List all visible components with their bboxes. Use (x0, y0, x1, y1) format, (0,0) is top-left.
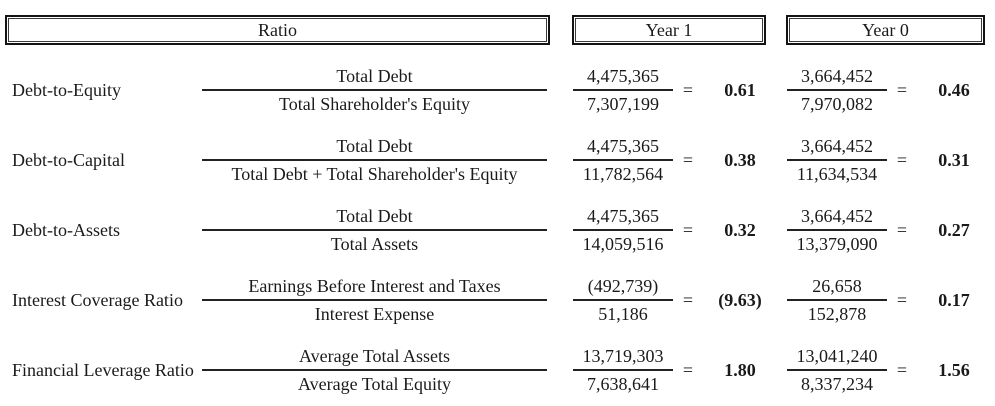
ratio-label: Debt-to-Equity (12, 79, 121, 100)
year1-calc: 4,475,365 11,782,564 = 0.38 (573, 136, 775, 184)
formula-numerator: Earnings Before Interest and Taxes (202, 276, 547, 301)
formula-denominator: Interest Expense (314, 304, 435, 324)
fraction-denominator: 7,970,082 (801, 94, 873, 114)
equals-sign: = (682, 79, 694, 100)
result-value: 0.17 (938, 289, 970, 310)
fraction-numerator: 3,664,452 (787, 136, 887, 161)
table-header-row: Ratio Year 1 Year 0 (0, 0, 995, 45)
year1-fraction: 4,475,365 7,307,199 (573, 66, 673, 114)
year0-fraction: 13,041,240 8,337,234 (787, 346, 887, 394)
equals-sign: = (682, 219, 694, 240)
result-value: 0.38 (724, 149, 756, 170)
table-row: Financial Leverage Ratio Average Total A… (0, 335, 995, 405)
equals-sign: = (682, 149, 694, 170)
formula-numerator: Total Debt (202, 136, 547, 161)
formula-denominator: Total Shareholder's Equity (279, 94, 470, 114)
year1-calc: 13,719,303 7,638,641 = 1.80 (573, 346, 775, 394)
fraction-denominator: 14,059,516 (582, 234, 664, 254)
year1-fraction: (492,739) 51,186 (573, 276, 673, 324)
year1-header-box: Year 1 (572, 15, 766, 45)
ratio-label: Interest Coverage Ratio (12, 289, 183, 310)
equals-sign: = (896, 359, 908, 380)
year1-calc: (492,739) 51,186 = (9.63) (573, 276, 775, 324)
fraction-numerator: 13,719,303 (573, 346, 673, 371)
fraction-denominator: 11,782,564 (582, 164, 664, 184)
ratio-label: Debt-to-Capital (12, 149, 125, 170)
result-value: 0.31 (938, 149, 970, 170)
fraction-numerator: 4,475,365 (573, 136, 673, 161)
equals-sign: = (682, 289, 694, 310)
formula-fraction: Total Debt Total Shareholder's Equity (202, 66, 547, 114)
year0-calc: 3,664,452 7,970,082 = 0.46 (787, 66, 989, 114)
result-value: 0.61 (724, 79, 756, 100)
ratio-label: Financial Leverage Ratio (12, 359, 194, 380)
formula-fraction: Total Debt Total Debt + Total Shareholde… (202, 136, 547, 184)
year0-header-label: Year 0 (789, 18, 982, 42)
year0-fraction: 3,664,452 13,379,090 (787, 206, 887, 254)
ratio-header-box: Ratio (5, 15, 550, 45)
equals-sign: = (682, 359, 694, 380)
year1-fraction: 4,475,365 11,782,564 (573, 136, 673, 184)
equals-sign: = (896, 289, 908, 310)
fraction-denominator: 7,307,199 (587, 94, 659, 114)
table-row: Debt-to-Assets Total Debt Total Assets 4… (0, 195, 995, 265)
equals-sign: = (896, 149, 908, 170)
year0-fraction: 3,664,452 11,634,534 (787, 136, 887, 184)
year0-calc: 3,664,452 13,379,090 = 0.27 (787, 206, 989, 254)
formula-fraction: Total Debt Total Assets (202, 206, 547, 254)
equals-sign: = (896, 79, 908, 100)
result-value: 0.32 (724, 219, 756, 240)
formula-denominator: Total Debt + Total Shareholder's Equity (231, 164, 518, 184)
formula-fraction: Earnings Before Interest and Taxes Inter… (202, 276, 547, 324)
fraction-numerator: 13,041,240 (787, 346, 887, 371)
year0-fraction: 26,658 152,878 (787, 276, 887, 324)
fraction-numerator: 3,664,452 (787, 206, 887, 231)
fraction-numerator: 3,664,452 (787, 66, 887, 91)
result-value: 0.46 (938, 79, 970, 100)
year0-calc: 3,664,452 11,634,534 = 0.31 (787, 136, 989, 184)
fraction-numerator: 4,475,365 (573, 66, 673, 91)
formula-numerator: Average Total Assets (202, 346, 547, 371)
year1-fraction: 13,719,303 7,638,641 (573, 346, 673, 394)
formula-denominator: Total Assets (330, 234, 419, 254)
table-row: Debt-to-Capital Total Debt Total Debt + … (0, 125, 995, 195)
formula-numerator: Total Debt (202, 206, 547, 231)
fraction-numerator: 26,658 (787, 276, 887, 301)
year1-header-label: Year 1 (575, 18, 763, 42)
result-value: 1.56 (938, 359, 970, 380)
year0-fraction: 3,664,452 7,970,082 (787, 66, 887, 114)
fraction-denominator: 51,186 (598, 304, 648, 324)
ratio-header-label: Ratio (8, 18, 547, 42)
year1-calc: 4,475,365 7,307,199 = 0.61 (573, 66, 775, 114)
year1-fraction: 4,475,365 14,059,516 (573, 206, 673, 254)
table-body: Debt-to-Equity Total Debt Total Sharehol… (0, 55, 995, 405)
year0-calc: 26,658 152,878 = 0.17 (787, 276, 989, 324)
fraction-denominator: 7,638,641 (587, 374, 659, 394)
formula-denominator: Average Total Equity (297, 374, 452, 394)
table-row: Debt-to-Equity Total Debt Total Sharehol… (0, 55, 995, 125)
ratio-label: Debt-to-Assets (12, 219, 120, 240)
fraction-denominator: 8,337,234 (801, 374, 873, 394)
equals-sign: = (896, 219, 908, 240)
fraction-denominator: 152,878 (807, 304, 867, 324)
formula-numerator: Total Debt (202, 66, 547, 91)
year0-header-box: Year 0 (786, 15, 985, 45)
fraction-denominator: 11,634,534 (796, 164, 878, 184)
fraction-denominator: 13,379,090 (796, 234, 878, 254)
year1-calc: 4,475,365 14,059,516 = 0.32 (573, 206, 775, 254)
result-value: (9.63) (718, 289, 762, 310)
table-row: Interest Coverage Ratio Earnings Before … (0, 265, 995, 335)
formula-fraction: Average Total Assets Average Total Equit… (202, 346, 547, 394)
result-value: 1.80 (724, 359, 756, 380)
year0-calc: 13,041,240 8,337,234 = 1.56 (787, 346, 989, 394)
fraction-numerator: (492,739) (573, 276, 673, 301)
fraction-numerator: 4,475,365 (573, 206, 673, 231)
result-value: 0.27 (938, 219, 970, 240)
